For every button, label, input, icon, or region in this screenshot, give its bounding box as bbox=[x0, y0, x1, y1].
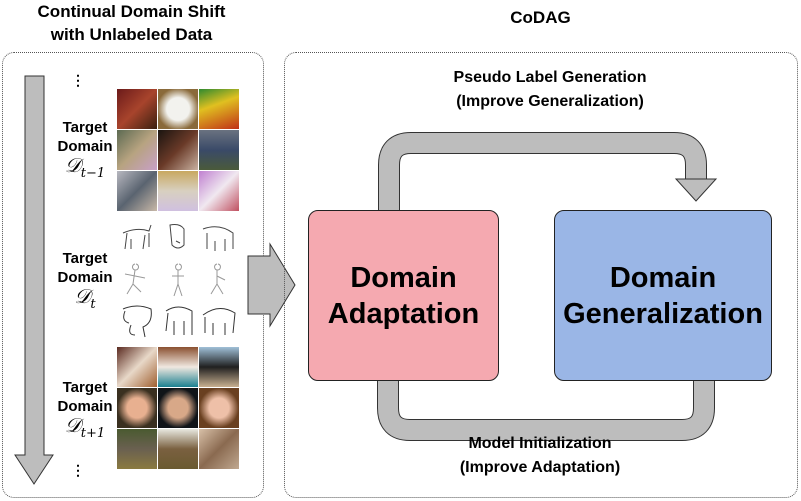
shift-right-arrow bbox=[247, 242, 296, 328]
sketch-thumbnail bbox=[202, 226, 234, 251]
sketch-thumbnail bbox=[165, 306, 193, 335]
box-text: Domain bbox=[609, 261, 717, 294]
sketch-thumbnail bbox=[202, 308, 236, 335]
domain-generalization-box: Domain Generalization bbox=[554, 210, 772, 381]
sketch-thumbnail bbox=[169, 224, 185, 249]
codag-panel bbox=[284, 52, 798, 498]
label-text: Domain bbox=[57, 138, 113, 155]
caption-line: (Improve Adaptation) bbox=[459, 459, 621, 476]
domain-symbol: 𝒟t bbox=[74, 284, 96, 312]
image-thumbnail bbox=[158, 171, 198, 211]
image-thumbnail bbox=[117, 130, 157, 170]
image-thumbnail bbox=[117, 171, 157, 211]
image-thumbnail bbox=[199, 130, 239, 170]
time-down-arrow bbox=[14, 75, 54, 485]
image-thumbnail bbox=[117, 347, 157, 387]
box-text: Domain bbox=[350, 261, 457, 294]
image-thumbnail bbox=[117, 388, 157, 428]
model-init-caption: Model Initialization (Improve Adaptation… bbox=[380, 432, 700, 480]
ellipsis-top: ⋮ bbox=[71, 72, 85, 88]
sketch-thumbnail bbox=[122, 224, 152, 250]
sketch-thumbnail bbox=[172, 263, 184, 297]
domain-label-prev: Target Domain 𝒟t−1 bbox=[45, 118, 125, 183]
domain-symbol: 𝒟t−1 bbox=[64, 153, 106, 181]
sketch-thumbnail bbox=[124, 263, 146, 295]
image-thumbnail bbox=[199, 347, 239, 387]
pseudo-label-arrow bbox=[378, 132, 718, 212]
domain-label-next: Target Domain 𝒟t+1 bbox=[45, 378, 125, 443]
label-text: Target bbox=[62, 379, 108, 396]
domain-label-current: Target Domain 𝒟t bbox=[45, 249, 125, 314]
caption-line: Model Initialization bbox=[468, 435, 612, 452]
image-thumbnail bbox=[117, 429, 157, 469]
image-thumbnail bbox=[199, 388, 239, 428]
ellipsis-bottom: ⋮ bbox=[71, 462, 85, 478]
image-thumbnail bbox=[158, 388, 198, 428]
left-title-line1: Continual Domain Shift bbox=[37, 2, 226, 21]
box-text: Adaptation bbox=[327, 297, 480, 330]
image-grid-painting bbox=[117, 89, 239, 211]
label-text: Target bbox=[62, 250, 108, 267]
sketch-thumbnail bbox=[122, 305, 152, 338]
domain-symbol: 𝒟t+1 bbox=[64, 413, 106, 441]
image-thumbnail bbox=[158, 347, 198, 387]
image-thumbnail bbox=[158, 429, 198, 469]
codag-title: CoDAG bbox=[510, 8, 571, 27]
caption-line: (Improve Generalization) bbox=[456, 93, 644, 110]
image-grid-sketch bbox=[117, 219, 239, 341]
label-text: Domain bbox=[57, 398, 113, 415]
caption-line: Pseudo Label Generation bbox=[453, 69, 647, 86]
label-text: Domain bbox=[57, 269, 113, 286]
pseudo-label-caption: Pseudo Label Generation (Improve General… bbox=[390, 66, 710, 114]
image-thumbnail bbox=[199, 89, 239, 129]
image-thumbnail bbox=[158, 89, 198, 129]
left-panel-title: Continual Domain Shift with Unlabeled Da… bbox=[0, 0, 263, 46]
left-title-line2: with Unlabeled Data bbox=[50, 25, 213, 44]
box-text: Generalization bbox=[563, 297, 763, 330]
sketch-thumbnail bbox=[210, 263, 226, 295]
image-thumbnail bbox=[117, 89, 157, 129]
image-thumbnail bbox=[199, 429, 239, 469]
image-thumbnail bbox=[158, 130, 198, 170]
image-grid-photo bbox=[117, 347, 239, 469]
domain-adaptation-box: Domain Adaptation bbox=[308, 210, 499, 381]
label-text: Target bbox=[62, 119, 108, 136]
image-thumbnail bbox=[199, 171, 239, 211]
